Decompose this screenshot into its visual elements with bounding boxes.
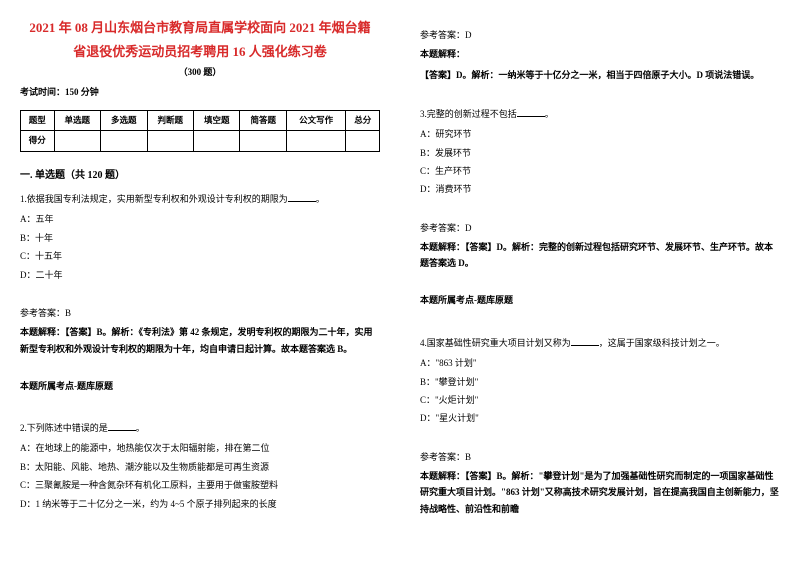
page-right: 参考答案：D 本题解释： 【答案】D。解析：一纳米等于十亿分之一米，相当于四倍原…: [400, 0, 800, 565]
q1-opt-a: A：五年: [20, 212, 380, 226]
q2-explain: 【答案】D。解析：一纳米等于十亿分之一米，相当于四倍原子大小。D 项说法错误。: [420, 67, 780, 83]
q4-stem-suffix: ，这属于国家级科技计划之一。: [599, 338, 725, 348]
q4-answer: 参考答案：B: [420, 450, 780, 464]
q4-opt-a: A："863 计划": [420, 356, 780, 370]
doc-title-line1: 2021 年 08 月山东烟台市教育局直属学校面向 2021 年烟台籍: [20, 18, 380, 38]
td-empty: [240, 131, 286, 152]
page-left: 2021 年 08 月山东烟台市教育局直属学校面向 2021 年烟台籍 省退役优…: [0, 0, 400, 565]
q1-kaodian: 本题所属考点-题库原题: [20, 379, 380, 393]
td-empty: [193, 131, 239, 152]
td-empty: [286, 131, 345, 152]
q1-answer: 参考答案：B: [20, 306, 380, 320]
td-empty: [54, 131, 100, 152]
q3-explain: 本题解释：【答案】D。解析：完整的创新过程包括研究环节、发展环节、生产环节。故本…: [420, 239, 780, 271]
q4-stem-text: 4.国家基础性研究重大项目计划又称为: [420, 338, 571, 348]
q2-opt-d: D：1 纳米等于二十亿分之一米，约为 4~5 个原子排列起来的长度: [20, 497, 380, 511]
table-row: 题型 单选题 多选题 判断题 填空题 简答题 公文写作 总分: [21, 110, 380, 131]
th-fill: 填空题: [193, 110, 239, 131]
q3-stem-suffix: 。: [545, 109, 554, 119]
doc-subtitle: （300 题）: [20, 65, 380, 79]
q1-stem-text: 1.依据我国专利法规定，实用新型专利权和外观设计专利权的期限为: [20, 194, 288, 204]
td-empty: [147, 131, 193, 152]
q3-answer: 参考答案：D: [420, 221, 780, 235]
blank-underline: [288, 193, 316, 202]
q4-opt-b: B："攀登计划": [420, 375, 780, 389]
q1-stem: 1.依据我国专利法规定，实用新型专利权和外观设计专利权的期限为 。: [20, 192, 380, 206]
q4-stem: 4.国家基础性研究重大项目计划又称为 ，这属于国家级科技计划之一。: [420, 336, 780, 350]
th-multi: 多选题: [101, 110, 147, 131]
blank-underline: [108, 422, 136, 431]
score-table: 题型 单选题 多选题 判断题 填空题 简答题 公文写作 总分 得分: [20, 110, 380, 152]
q1-stem-suffix: 。: [316, 194, 325, 204]
table-row: 得分: [21, 131, 380, 152]
q4-opt-d: D："星火计划": [420, 411, 780, 425]
q2-stem-suffix: 。: [136, 423, 145, 433]
td-score-label: 得分: [21, 131, 55, 152]
th-essay: 公文写作: [286, 110, 345, 131]
td-empty: [101, 131, 147, 152]
q4-explain: 本题解释：【答案】B。解析："攀登计划"是为了加强基础性研究而制定的一项国家基础…: [420, 468, 780, 517]
q4-opt-c: C："火炬计划": [420, 393, 780, 407]
q2-explain-label: 本题解释：: [420, 46, 780, 62]
q3-opt-a: A：研究环节: [420, 127, 780, 141]
q2-opt-a: A：在地球上的能源中，地热能仅次于太阳辐射能，排在第二位: [20, 441, 380, 455]
blank-underline: [571, 337, 599, 346]
doc-title-line2: 省退役优秀运动员招考聘用 16 人强化练习卷: [20, 42, 380, 62]
th-short: 简答题: [240, 110, 286, 131]
q1-opt-b: B：十年: [20, 231, 380, 245]
td-empty: [346, 131, 380, 152]
q3-stem: 3.完整的创新过程不包括 。: [420, 107, 780, 121]
q2-opt-b: B：太阳能、风能、地热、潮汐能以及生物质能都是可再生资源: [20, 460, 380, 474]
exam-time: 考试时间：150 分钟: [20, 85, 380, 99]
q2-stem-text: 2.下列陈述中错误的是: [20, 423, 108, 433]
th-judge: 判断题: [147, 110, 193, 131]
q2-opt-c: C：三聚氰胺是一种含氮杂环有机化工原料，主要用于做蜜胺塑料: [20, 478, 380, 492]
blank-underline: [517, 108, 545, 117]
q1-opt-c: C：十五年: [20, 249, 380, 263]
section-heading: 一. 单选题（共 120 题）: [20, 168, 380, 184]
q3-kaodian: 本题所属考点-题库原题: [420, 293, 780, 307]
q1-opt-d: D：二十年: [20, 268, 380, 282]
th-total: 总分: [346, 110, 380, 131]
th-single: 单选题: [54, 110, 100, 131]
q3-opt-c: C：生产环节: [420, 164, 780, 178]
q1-explain: 本题解释：【答案】B。解析：《专利法》第 42 条规定，发明专利权的期限为二十年…: [20, 324, 380, 356]
q3-opt-d: D：消费环节: [420, 182, 780, 196]
q3-opt-b: B：发展环节: [420, 146, 780, 160]
q2-stem: 2.下列陈述中错误的是 。: [20, 421, 380, 435]
th-type: 题型: [21, 110, 55, 131]
q2-answer: 参考答案：D: [420, 28, 780, 42]
q3-stem-text: 3.完整的创新过程不包括: [420, 109, 517, 119]
